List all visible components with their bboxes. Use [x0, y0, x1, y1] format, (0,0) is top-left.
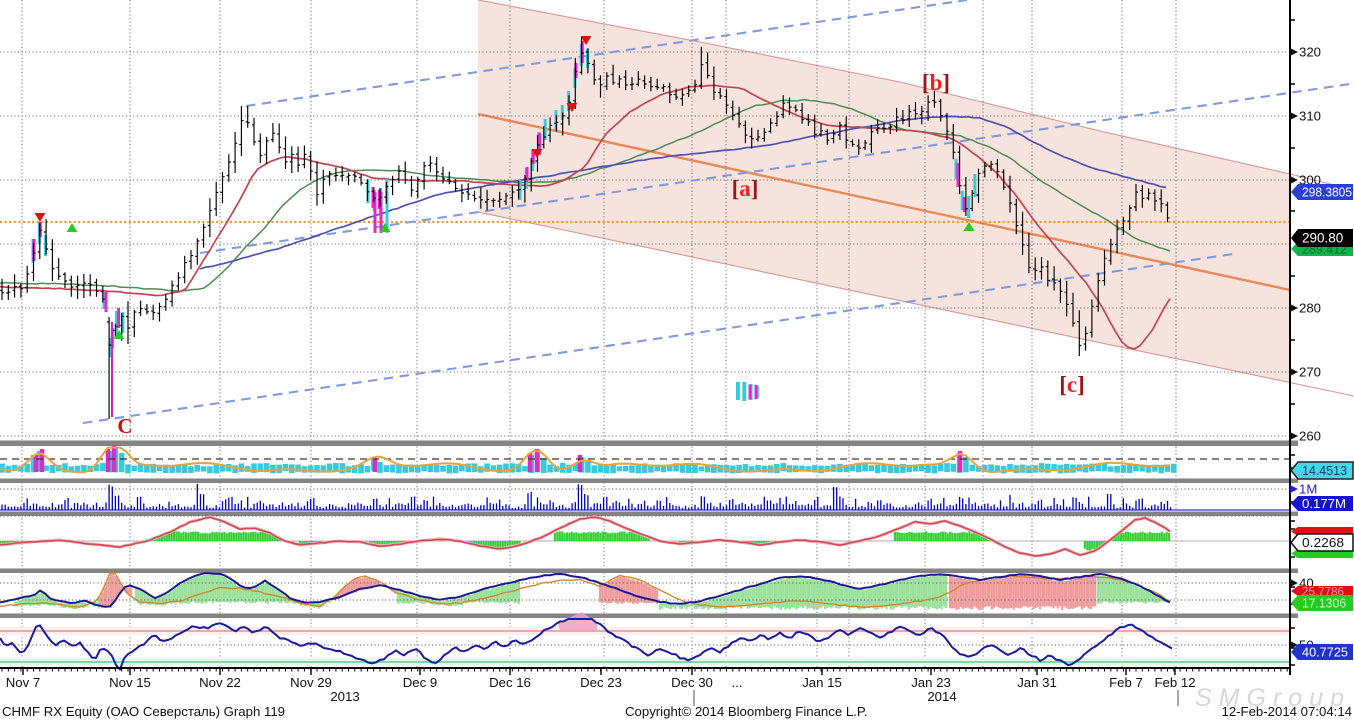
svg-text:Jan 23: Jan 23 — [911, 675, 951, 690]
svg-text:14.4513: 14.4513 — [1302, 463, 1347, 478]
svg-text:[c]: [c] — [1059, 372, 1085, 397]
svg-text:12-Feb-2014 07:04:14: 12-Feb-2014 07:04:14 — [1221, 704, 1352, 719]
svg-text:[b]: [b] — [922, 70, 950, 95]
svg-text:[a]: [a] — [732, 176, 759, 201]
svg-text:300: 300 — [1299, 173, 1321, 188]
svg-text:2014: 2014 — [927, 689, 956, 704]
svg-text:Jan 31: Jan 31 — [1017, 675, 1057, 690]
svg-text:Feb 7: Feb 7 — [1109, 675, 1143, 690]
svg-text:260: 260 — [1299, 429, 1321, 444]
svg-text:Dec 16: Dec 16 — [489, 675, 531, 690]
svg-text:Copyright© 2014 Bloomberg Fina: Copyright© 2014 Bloomberg Finance L.P. — [625, 704, 868, 719]
svg-text:310: 310 — [1299, 109, 1321, 124]
svg-text:Nov 7: Nov 7 — [6, 675, 40, 690]
svg-text:298.3805: 298.3805 — [1302, 185, 1352, 200]
svg-text:Dec 23: Dec 23 — [580, 675, 622, 690]
svg-text:...: ... — [732, 675, 743, 690]
svg-text:C: C — [117, 414, 132, 438]
svg-text:0.177M: 0.177M — [1302, 496, 1346, 511]
svg-text:40.7725: 40.7725 — [1302, 645, 1348, 660]
svg-text:Dec 30: Dec 30 — [671, 675, 713, 690]
svg-text:Dec 9: Dec 9 — [403, 675, 437, 690]
svg-text:2013: 2013 — [330, 689, 359, 704]
svg-text:CHMF RX Equity (ОАО Северсталь: CHMF RX Equity (ОАО Северсталь) Graph 11… — [2, 704, 285, 719]
svg-text:17.1306: 17.1306 — [1302, 596, 1346, 611]
svg-text:Jan 15: Jan 15 — [802, 675, 842, 690]
svg-text:280: 280 — [1299, 301, 1321, 316]
svg-text:Nov 22: Nov 22 — [199, 675, 241, 690]
svg-text:Nov 15: Nov 15 — [109, 675, 151, 690]
svg-text:290.80: 290.80 — [1302, 231, 1343, 246]
svg-text:SMGroup: SMGroup — [1195, 684, 1351, 712]
svg-text:320: 320 — [1299, 45, 1321, 60]
svg-text:1M: 1M — [1299, 482, 1317, 497]
svg-text:Nov 29: Nov 29 — [290, 675, 332, 690]
svg-text:0.2268: 0.2268 — [1302, 535, 1344, 550]
svg-text:Feb 12: Feb 12 — [1154, 675, 1195, 690]
svg-text:270: 270 — [1299, 365, 1321, 380]
